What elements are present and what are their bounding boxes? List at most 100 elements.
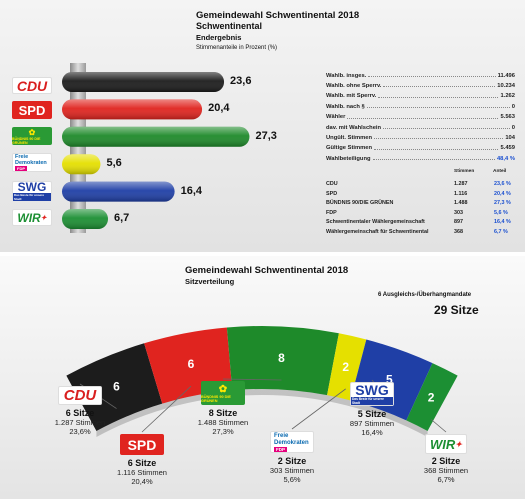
seat-fdp-logo-line1: Freie bbox=[274, 432, 289, 439]
party-votes: 1.488 bbox=[454, 200, 468, 207]
stat-leader-dots bbox=[368, 72, 496, 77]
seat-share: 16,4% bbox=[361, 428, 383, 437]
total-seats: 29 Sitze bbox=[434, 303, 479, 317]
stat-value: 5.563 bbox=[500, 114, 515, 121]
cdu-logo-text: CDU bbox=[16, 77, 48, 94]
seat-arc-shadow bbox=[96, 389, 428, 438]
party-votes: 1.116 bbox=[454, 190, 468, 197]
sunflower-icon: ✿ bbox=[28, 127, 36, 137]
stat-row: Wähler 5.563 bbox=[326, 113, 515, 122]
stat-value: 0 bbox=[511, 103, 515, 110]
party-votes: 368 bbox=[454, 229, 463, 235]
bar-value-label: 5,6 bbox=[106, 157, 122, 170]
stat-leader-dots bbox=[347, 114, 499, 119]
seat-info-fdp: 2 Sitze 303 Stimmen 5,6% bbox=[252, 456, 332, 484]
stat-value: 104 bbox=[505, 134, 515, 141]
seat-count: 8 Sitze bbox=[208, 408, 238, 418]
party-votes: 303 bbox=[454, 209, 463, 216]
stat-value: 10.234 bbox=[497, 82, 515, 89]
seat-info-spd: 6 Sitze 1.116 Stimmen 20,4% bbox=[102, 458, 182, 486]
bar-gloss-fdp bbox=[62, 154, 101, 175]
seat-swg-logo: SWG Das Beste für unsere Stadt bbox=[350, 382, 394, 406]
party-share: 27,3 % bbox=[494, 200, 511, 207]
stat-label: Gültige Stimmen bbox=[326, 145, 373, 152]
seat-wir-logo: WIR ✦ bbox=[425, 434, 467, 454]
seat-segment-gruene bbox=[226, 326, 339, 396]
seat-info-gruene: 8 Sitze 1.488 Stimmen 27,3% bbox=[183, 408, 263, 436]
party-share: 6,7 % bbox=[494, 229, 508, 235]
votes-column-header: Stimmen bbox=[454, 169, 475, 174]
seat-votes: 1.488 Stimmen bbox=[197, 418, 249, 427]
stat-label: Wahlb. nach § bbox=[326, 103, 365, 110]
seat-share: 6,7% bbox=[437, 475, 455, 484]
seat-count: 2 Sitze bbox=[277, 456, 307, 466]
wir-logo-text: WIR bbox=[17, 210, 41, 225]
seat-fdp-logo-line2: Demokraten bbox=[274, 439, 309, 446]
seat-info-swg: 5 Sitze 897 Stimmen 16,4% bbox=[332, 409, 412, 437]
seat-leader-line bbox=[430, 419, 447, 433]
bar-gloss-cdu bbox=[62, 72, 225, 92]
upper-subtitle: Schwentinental bbox=[196, 21, 263, 31]
upper-result-type: Endergebnis bbox=[196, 33, 242, 42]
seat-leader-line bbox=[291, 388, 346, 430]
seat-count-label: 2 bbox=[342, 360, 349, 374]
seat-sunflower-icon: ✿ bbox=[218, 383, 228, 395]
swg-logo: SWG Das Beste für unsere Stadt bbox=[12, 179, 52, 201]
stat-row: Wahlb. mit Sperrv. 1.262 bbox=[326, 92, 515, 101]
wir-logo-star-icon: ✦ bbox=[40, 214, 47, 222]
stat-leader-dots bbox=[383, 82, 496, 88]
lower-header: Gemeindewahl Schwentinental 2018 Sitzver… bbox=[185, 265, 348, 287]
seat-count-label: 6 bbox=[188, 357, 195, 371]
cdu-logo: CDU bbox=[12, 77, 52, 94]
swg-logo-text: SWG bbox=[17, 179, 47, 194]
seat-cdu-logo: CDU bbox=[58, 386, 102, 405]
seat-gruene-logo-text: BÜNDNIS 90 DIE GRÜNEN bbox=[201, 394, 231, 403]
bar-gloss-swg bbox=[62, 181, 175, 202]
party-name: Wählergemeinschaft für Schwentinental bbox=[326, 229, 429, 235]
seat-votes: 1.116 Stimmen bbox=[117, 468, 167, 477]
party-result-row: CDU 1.287 23,6 % bbox=[326, 180, 515, 189]
stat-label: Wahlb. mit Sperrv. bbox=[326, 93, 377, 100]
bar-value-label: 27,3 bbox=[255, 129, 277, 142]
stat-row: Wahlb. ohne Sperrv. 10.234 bbox=[326, 81, 515, 90]
seat-count-label: 5 bbox=[386, 373, 393, 387]
stat-label: dav. mit Wahlschein bbox=[326, 124, 382, 131]
stat-value: 0 bbox=[511, 124, 515, 131]
seat-count: 6 Sitze bbox=[65, 408, 95, 418]
party-name: BÜNDNIS 90/DIE GRÜNEN bbox=[326, 200, 394, 207]
stat-row: Wahlb. nach § 0 bbox=[326, 102, 515, 111]
seat-count-label: 2 bbox=[428, 390, 435, 404]
lower-title: Gemeindewahl Schwentinental 2018 bbox=[185, 265, 349, 276]
lower-subtitle: Sitzverteilung bbox=[185, 277, 235, 286]
share-column-header: Anteil bbox=[493, 169, 507, 174]
seat-share: 20,4% bbox=[131, 477, 153, 486]
party-votes: 897 bbox=[454, 219, 463, 226]
seat-fdp-logo-line3: FDP bbox=[274, 446, 287, 452]
stat-row: Gültige Stimmen 5.459 bbox=[326, 144, 515, 153]
party-share: 20,4 % bbox=[494, 190, 511, 197]
upper-unit-note: Stimmenanteile in Prozent (%) bbox=[196, 45, 278, 51]
party-share: 5,6 % bbox=[494, 209, 508, 216]
stat-leader-dots bbox=[374, 145, 499, 150]
stat-value: 48,4 % bbox=[496, 155, 515, 162]
seat-votes: 303 Stimmen bbox=[269, 466, 315, 475]
seat-distribution-panel: Gemeindewahl Schwentinental 2018 Sitzver… bbox=[0, 256, 525, 499]
stat-leader-dots bbox=[374, 134, 504, 140]
upper-title: Gemeindewahl Schwentinental 2018 bbox=[196, 10, 360, 21]
seat-count-label: 8 bbox=[278, 351, 285, 365]
bar-gloss-spd bbox=[62, 99, 203, 120]
stat-label: Wahlbeteiligung bbox=[326, 155, 371, 162]
fdp-logo: Freie Demokraten FDP bbox=[12, 153, 52, 172]
compensation-mandates-note: 6 Ausgleichs-/Überhangmandate bbox=[378, 292, 472, 298]
bar-value-label: 16,4 bbox=[180, 184, 203, 197]
bar-gloss-wir bbox=[62, 209, 109, 229]
stat-label: Wähler bbox=[326, 114, 346, 121]
seat-share: 23,6% bbox=[69, 427, 91, 436]
seat-count: 2 Sitze bbox=[431, 456, 461, 466]
party-result-row: Wählergemeinschaft für Schwentinental 368… bbox=[326, 228, 515, 237]
stat-value: 5.459 bbox=[500, 145, 515, 152]
stat-leader-dots bbox=[372, 155, 495, 161]
seat-info-wir: 2 Sitze 368 Stimmen 6,7% bbox=[406, 456, 486, 484]
bar-value-label: 23,6 bbox=[230, 75, 252, 87]
seat-share: 5,6% bbox=[283, 475, 301, 484]
